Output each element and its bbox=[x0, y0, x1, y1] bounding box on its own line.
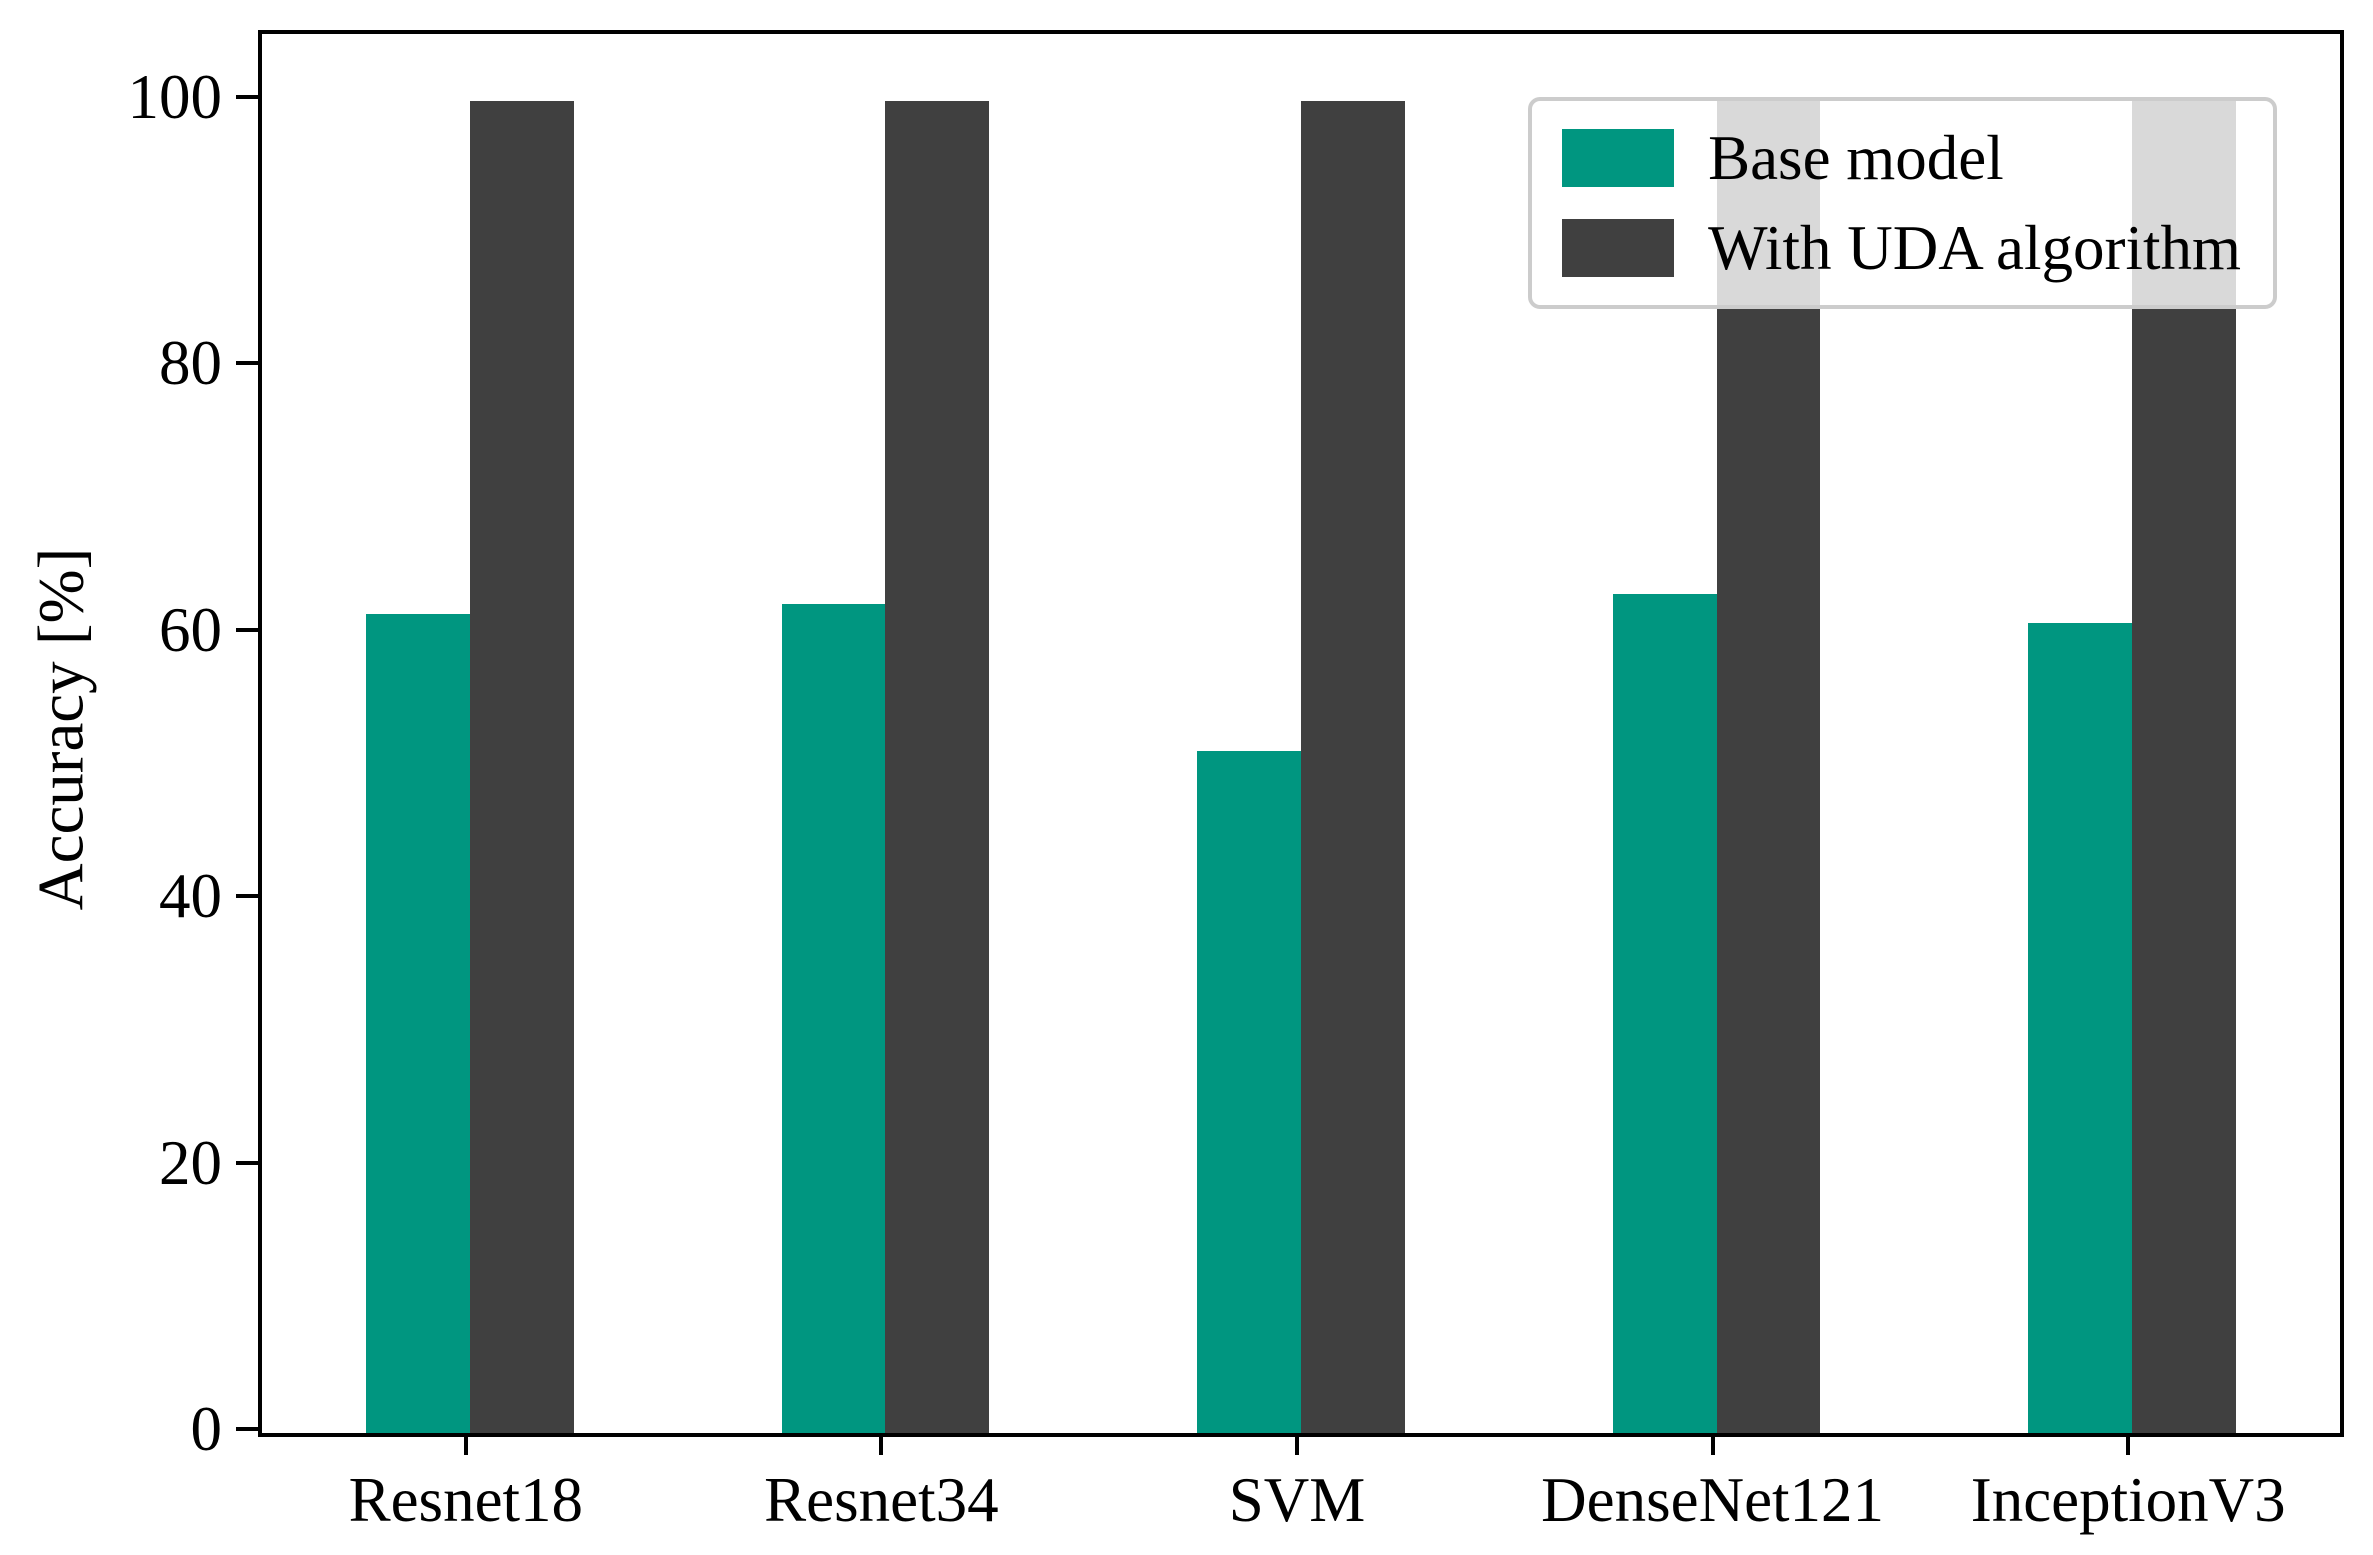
y-tick-mark bbox=[236, 1427, 258, 1431]
legend-label-uda: With UDA algorithm bbox=[1708, 213, 2241, 283]
bar-uda-Resnet18 bbox=[469, 100, 574, 1433]
y-tick-label-0: 0 bbox=[190, 1394, 223, 1464]
plot-area: Base model With UDA algorithm bbox=[258, 30, 2344, 1437]
x-tick-label-SVM: SVM bbox=[1228, 1465, 1366, 1535]
bar-base-Resnet18 bbox=[365, 613, 470, 1433]
y-tick-mark bbox=[236, 894, 258, 899]
y-tick-mark bbox=[236, 94, 258, 99]
legend: Base model With UDA algorithm bbox=[1528, 97, 2277, 309]
x-tick-label-Resnet34: Resnet34 bbox=[764, 1465, 999, 1535]
x-tick-mark bbox=[463, 1433, 468, 1455]
x-tick-mark bbox=[1710, 1433, 1715, 1455]
x-tick-label-DenseNet121: DenseNet121 bbox=[1541, 1465, 1885, 1535]
bar-base-Resnet34 bbox=[781, 604, 886, 1433]
y-tick-label-40: 40 bbox=[159, 861, 222, 932]
legend-label-base-model: Base model bbox=[1708, 123, 2004, 193]
x-tick-label-Resnet18: Resnet18 bbox=[348, 1465, 584, 1535]
bar-uda-Resnet34 bbox=[885, 100, 990, 1433]
bar-base-InceptionV3 bbox=[2028, 622, 2133, 1433]
y-tick-mark bbox=[236, 1160, 258, 1165]
legend-swatch-base-model bbox=[1562, 129, 1675, 187]
bar-uda-DenseNet121 bbox=[1716, 100, 1821, 1433]
x-tick-mark bbox=[2126, 1433, 2131, 1455]
y-tick-mark bbox=[236, 361, 258, 366]
y-tick-label-20: 20 bbox=[159, 1127, 222, 1198]
bar-base-SVM bbox=[1197, 750, 1301, 1433]
bar-uda-InceptionV3 bbox=[2132, 100, 2237, 1433]
y-tick-mark bbox=[236, 627, 258, 632]
legend-row-uda: With UDA algorithm bbox=[1562, 213, 2241, 283]
bar-base-DenseNet121 bbox=[1612, 593, 1717, 1433]
y-tick-label-60: 60 bbox=[159, 594, 222, 665]
x-tick-mark bbox=[879, 1433, 884, 1455]
y-tick-label-100: 100 bbox=[127, 61, 223, 132]
x-tick-mark bbox=[1295, 1433, 1299, 1455]
y-tick-label-80: 80 bbox=[159, 328, 222, 399]
legend-swatch-uda bbox=[1562, 219, 1675, 277]
legend-row-base-model: Base model bbox=[1562, 123, 2241, 193]
x-tick-label-InceptionV3: InceptionV3 bbox=[1970, 1465, 2286, 1535]
bar-uda-SVM bbox=[1301, 100, 1405, 1433]
